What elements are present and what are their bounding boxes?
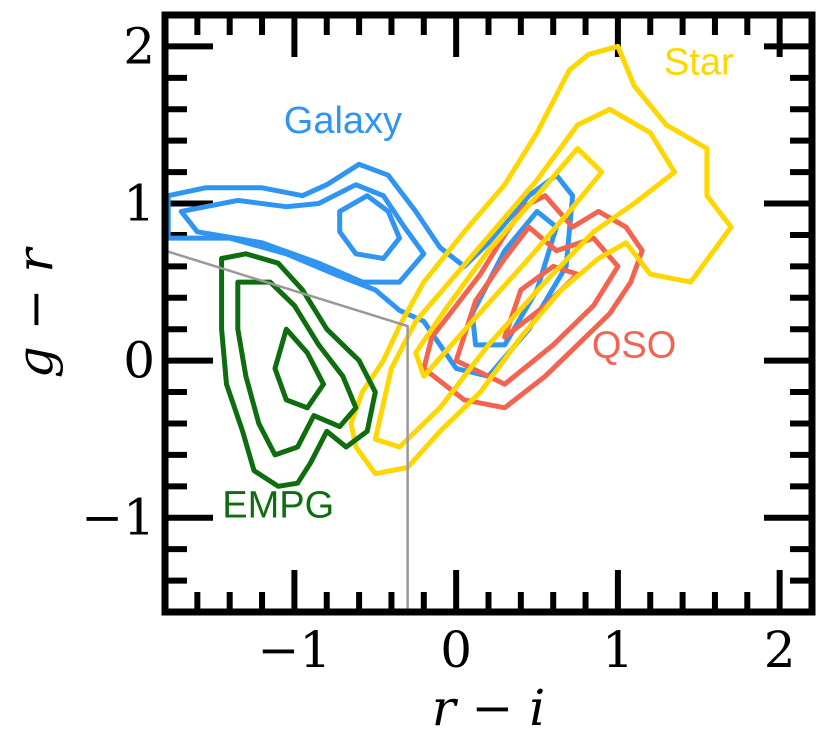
y-tick-label: −1 bbox=[81, 489, 155, 547]
series-qso bbox=[421, 193, 645, 411]
series-galaxy bbox=[165, 161, 576, 379]
series-star bbox=[348, 43, 734, 477]
boundary-line bbox=[164, 249, 409, 612]
x-axis-label: r − i bbox=[432, 679, 546, 737]
contour-galaxy bbox=[337, 193, 402, 261]
x-tick-label: −1 bbox=[258, 621, 332, 679]
contour-qso bbox=[502, 263, 580, 340]
selection-boundary bbox=[164, 249, 409, 612]
label-empg: EMPG bbox=[222, 485, 334, 527]
class-labels: Galaxy Star QSO EMPG bbox=[222, 42, 734, 527]
contour-star bbox=[413, 146, 605, 379]
label-galaxy: Galaxy bbox=[284, 100, 402, 142]
contour-layer bbox=[165, 43, 734, 489]
contour-galaxy bbox=[469, 208, 559, 348]
contour-empg bbox=[235, 279, 359, 458]
x-tick-label: 1 bbox=[602, 621, 634, 679]
contour-star bbox=[372, 106, 677, 450]
contour-star bbox=[348, 43, 734, 477]
x-tick-label: 0 bbox=[440, 621, 472, 679]
label-star: Star bbox=[664, 42, 734, 84]
tick-labels: −1 0 1 2 −1 0 1 2 bbox=[81, 17, 795, 679]
contour-galaxy bbox=[178, 182, 427, 285]
contour-empg bbox=[219, 251, 378, 489]
y-tick-label: 1 bbox=[123, 175, 155, 233]
contour-qso bbox=[453, 224, 621, 387]
contour-empg bbox=[272, 326, 326, 411]
label-qso: QSO bbox=[592, 324, 676, 366]
plot-frame bbox=[161, 11, 816, 616]
contour-galaxy bbox=[165, 161, 576, 379]
y-axis-label: g − r bbox=[6, 246, 64, 379]
y-tick-label: 2 bbox=[123, 17, 155, 75]
series-empg bbox=[219, 251, 378, 489]
y-tick-label: 0 bbox=[123, 332, 155, 390]
x-tick-label: 2 bbox=[764, 621, 796, 679]
